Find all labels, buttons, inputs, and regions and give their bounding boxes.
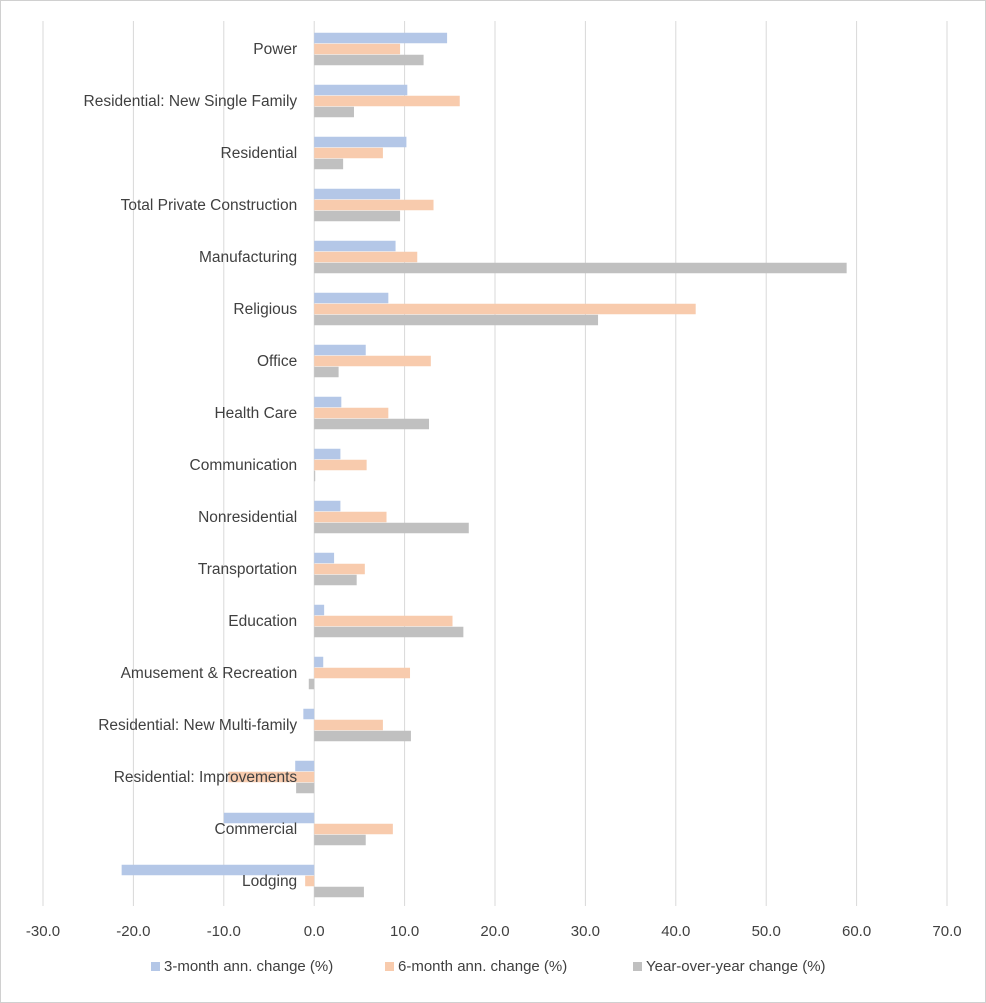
bars (121, 32, 847, 898)
bar-1-total-private-construction (314, 188, 401, 200)
category-labels: Power Residential: New Single Family Resid… (84, 41, 298, 890)
category-label: Manufacturing (199, 249, 297, 266)
bar-2-education (314, 615, 453, 627)
legend-label: Year-over-year change (%) (646, 958, 826, 975)
x-tick-label: 30.0 (571, 923, 600, 940)
bar-1-education (314, 604, 325, 616)
bar-1-commercial (223, 812, 315, 824)
x-tick-label: 40.0 (661, 923, 690, 940)
bar-2-amusement-recreation (314, 667, 411, 679)
bar-3-office (314, 366, 339, 378)
bar-1-health-care (314, 396, 342, 408)
bar-1-religious (314, 292, 389, 304)
bar-1-communication (314, 448, 341, 460)
bar-3-transportation (314, 574, 357, 586)
bar-1-amusement-recreation (314, 656, 324, 668)
x-tick-label: -30.0 (26, 923, 60, 940)
category-label: Office (257, 353, 297, 370)
bar-1-transportation (314, 552, 335, 564)
bar-1-office (314, 344, 366, 356)
legend-swatch (385, 962, 394, 971)
bar-2-health-care (314, 407, 389, 419)
bar-3-commercial (314, 834, 366, 846)
bar-2-religious (314, 303, 696, 315)
bar-1-residential-new-multi-family (303, 708, 315, 720)
x-tick-label: -10.0 (207, 923, 241, 940)
bar-2-commercial (314, 823, 393, 835)
bar-2-communication (314, 459, 367, 471)
x-tick-label: 60.0 (842, 923, 871, 940)
category-label: Total Private Construction (121, 197, 298, 214)
bar-1-nonresidential (314, 500, 341, 512)
bar-2-power (314, 43, 401, 55)
bar-3-residential-new-single-family (314, 106, 354, 118)
category-label: Residential: Improvements (114, 769, 298, 786)
bar-3-education (314, 626, 464, 638)
category-label: Health Care (214, 405, 297, 422)
bar-1-lodging (121, 864, 315, 876)
bar-3-residential-improvements (296, 782, 315, 794)
bar-1-manufacturing (314, 240, 396, 252)
category-label: Power (253, 41, 297, 58)
bar-3-lodging (314, 886, 364, 898)
bar-3-communication (314, 470, 316, 482)
bar-2-office (314, 355, 431, 367)
bar-2-nonresidential (314, 511, 387, 523)
x-tick-label: 20.0 (480, 923, 509, 940)
category-label: Residential: New Multi-family (98, 717, 297, 734)
bar-1-residential (314, 136, 407, 148)
category-label: Residential: New Single Family (84, 93, 298, 110)
category-label: Lodging (242, 873, 297, 890)
bar-2-residential-improvements (228, 771, 315, 783)
category-label: Education (228, 613, 297, 630)
bar-2-lodging (305, 875, 315, 887)
bar-2-total-private-construction (314, 199, 434, 211)
bar-3-power (314, 54, 424, 66)
legend-swatch (151, 962, 160, 971)
bar-2-manufacturing (314, 251, 418, 263)
bar-3-nonresidential (314, 522, 469, 534)
bar-1-power (314, 32, 448, 44)
category-label: Communication (190, 457, 298, 474)
category-label: Nonresidential (198, 509, 297, 526)
x-axis-ticks: -30.0 -20.0 -10.0 0.0 10.0 20.0 30.0 40.0 50.0 60… (26, 923, 962, 940)
category-label: Transportation (198, 561, 297, 578)
gridlines (42, 21, 948, 906)
bar-1-residential-new-single-family (314, 84, 408, 96)
category-label: Commercial (215, 821, 298, 838)
x-tick-label: 70.0 (932, 923, 961, 940)
legend-label: 6-month ann. change (%) (398, 958, 567, 975)
bar-3-total-private-construction (314, 210, 401, 222)
bar-3-residential-new-multi-family (314, 730, 411, 742)
bar-3-health-care (314, 418, 430, 430)
bar-2-residential-new-multi-family (314, 719, 383, 731)
category-label: Religious (233, 301, 297, 318)
bar-2-residential-new-single-family (314, 95, 460, 107)
x-tick-label: -20.0 (116, 923, 150, 940)
x-tick-label: 0.0 (304, 923, 325, 940)
category-label: Amusement & Recreation (121, 665, 298, 682)
category-label: Residential (221, 145, 298, 162)
legend: 3-month ann. change (%) 6-month ann. chan… (151, 958, 826, 975)
bar-2-transportation (314, 563, 365, 575)
bar-2-residential (314, 147, 383, 159)
bar-3-manufacturing (314, 262, 847, 274)
bar-1-residential-improvements (295, 760, 315, 772)
bar-3-religious (314, 314, 599, 326)
legend-label: 3-month ann. change (%) (164, 958, 333, 975)
x-tick-label: 10.0 (390, 923, 419, 940)
legend-swatch (633, 962, 642, 971)
x-tick-label: 50.0 (752, 923, 781, 940)
bar-3-residential (314, 158, 344, 170)
bar-3-amusement-recreation (308, 678, 315, 690)
